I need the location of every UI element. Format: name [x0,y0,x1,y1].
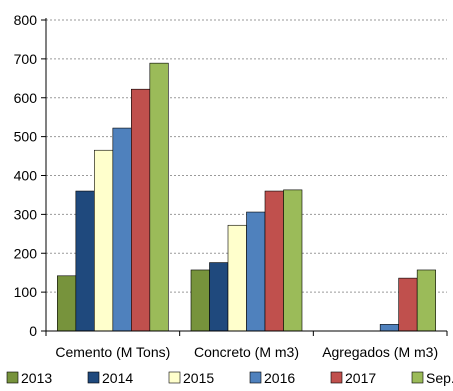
bar-2017-1 [264,190,284,332]
legend-label: 2017 [345,370,376,386]
y-tick-label: 400 [14,168,38,184]
bar-2016-1 [246,211,266,332]
bar-sep-2018--1 [283,189,303,332]
y-tick-label: 300 [14,206,38,222]
bar-2017-2 [398,277,418,332]
y-tick-label: 500 [14,129,38,145]
legend-swatch [87,371,100,384]
legend-label: 2016 [264,370,295,386]
legend-label: 2013 [21,370,52,386]
x-tick-label: Cemento (M Tons) [55,344,170,360]
legend-swatch [168,371,181,384]
bar-2014-0 [75,190,95,332]
y-tick-label: 600 [14,90,38,106]
y-tick-label: 0 [29,323,37,339]
bar-2013-0 [57,275,77,332]
bar-2014-1 [209,262,229,332]
legend-swatch [330,371,343,384]
bars [57,62,436,332]
bar-2016-0 [112,127,132,332]
y-tick-label: 100 [14,284,38,300]
y-tick-label: 800 [14,12,38,28]
legend-label: Sep. 2018* [426,370,453,386]
y-tick-label: 200 [14,245,38,261]
x-tick-label: Concreto (M m3) [194,344,299,360]
legend-label: 2015 [183,370,214,386]
y-tick-labels: 0 100 200 300 400 500 600 700 800 [14,12,38,339]
legend-swatch [249,371,262,384]
legend-swatch [411,371,424,384]
bar-2017-0 [131,88,151,332]
legend-label: 2014 [102,370,133,386]
bar-2016-2 [379,324,399,332]
bar-2015-0 [94,149,114,332]
legend-swatch [6,371,19,384]
axes [41,18,448,336]
legend: 2013 2014 2015 2016 2017 Sep. 2018* [6,370,453,386]
x-tick-label: Agregados (M m3) [322,344,438,360]
bar-sep-2018--2 [416,269,436,332]
bar-2013-1 [190,269,210,332]
bar-2015-1 [227,224,247,332]
y-tick-label: 700 [14,51,38,67]
bar-sep-2018--0 [149,62,169,332]
x-tick-labels: Cemento (M Tons) Concreto (M m3) Agregados… [55,344,438,360]
